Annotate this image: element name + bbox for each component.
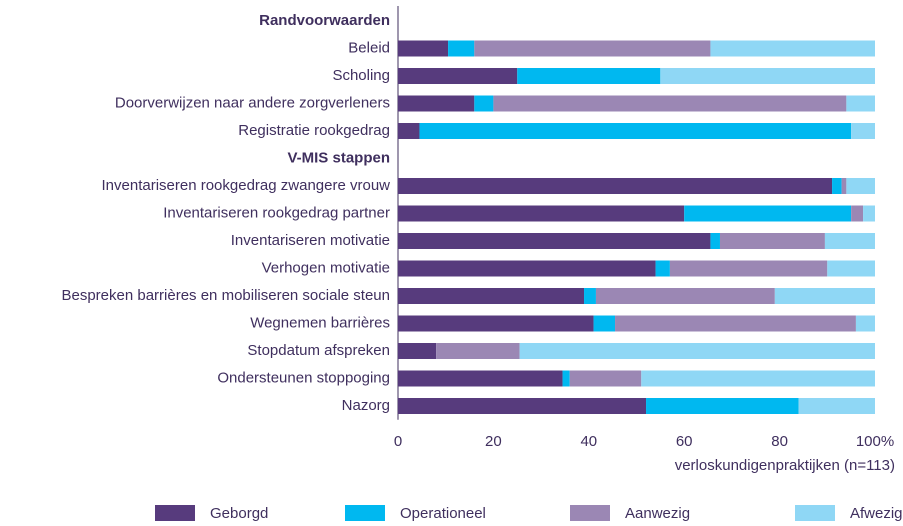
x-tick-label: 40 — [580, 433, 597, 450]
bar-segment — [398, 95, 475, 112]
bar-segment — [669, 260, 828, 277]
bar-segment — [684, 205, 852, 222]
bar-segment — [846, 95, 875, 112]
legend-label: Operationeel — [400, 505, 486, 522]
y-tick-label: Inventariseren rookgedrag partner — [163, 204, 390, 221]
y-tick-label: Bespreken barrières en mobiliseren socia… — [61, 287, 390, 304]
bar-segment — [519, 343, 875, 359]
group-header: V-MIS stappen — [287, 149, 390, 166]
bar-segment — [398, 178, 833, 194]
bar-segment — [398, 370, 563, 387]
bar-segment — [398, 315, 594, 332]
y-tick-label: Stopdatum afspreken — [247, 342, 390, 359]
y-tick-label: Wegnemen barrières — [250, 314, 390, 331]
bar-segment — [398, 233, 711, 249]
bar-segment — [398, 40, 449, 57]
bar-segment — [824, 233, 875, 249]
bar-segment — [398, 288, 585, 304]
bar-segment — [436, 343, 520, 359]
legend-label: Aanwezig — [625, 505, 690, 522]
bar-segment — [562, 370, 570, 387]
y-tick-label: Ondersteunen stoppoging — [217, 369, 390, 386]
bar-segment — [655, 260, 670, 277]
bar-segment — [660, 68, 875, 84]
bar-segment — [615, 315, 856, 332]
bar-segment — [710, 233, 720, 249]
y-tick-label: Nazorg — [342, 397, 390, 414]
bar-segment — [398, 343, 437, 359]
legend-swatch — [155, 505, 195, 521]
bar-segment — [774, 288, 875, 304]
bar-segment — [646, 398, 799, 414]
bar-segment — [448, 40, 475, 57]
legend-label: Afwezig — [850, 505, 903, 522]
x-tick-label: 80 — [771, 433, 788, 450]
legend-swatch — [345, 505, 385, 521]
bar-segment — [474, 40, 711, 57]
bar-segment — [855, 315, 875, 332]
bar-segment — [569, 370, 642, 387]
group-header: Randvoorwaarden — [259, 12, 390, 29]
bar-segment — [841, 178, 847, 194]
bar-segment — [419, 123, 852, 139]
bar-segment — [398, 398, 647, 414]
legend-swatch — [795, 505, 835, 521]
y-tick-label: Scholing — [332, 67, 390, 84]
bar-segment — [584, 288, 596, 304]
bar-segment — [517, 68, 661, 84]
bar-segment — [474, 95, 494, 112]
bar-segment — [595, 288, 775, 304]
bar-segment — [798, 398, 875, 414]
bar-segment — [593, 315, 616, 332]
x-tick-label: 20 — [485, 433, 502, 450]
y-tick-label: Registratie rookgedrag — [238, 122, 390, 139]
legend-swatch — [570, 505, 610, 521]
legend-label: Geborgd — [210, 505, 268, 522]
x-axis-label: verloskundigenpraktijken (n=113) — [675, 457, 895, 474]
bar-segment — [641, 370, 875, 387]
bar-segment — [863, 205, 875, 222]
bar-segment — [719, 233, 825, 249]
y-tick-label: Doorverwijzen naar andere zorgverleners — [115, 94, 390, 111]
bar-segment — [851, 123, 875, 139]
bar-segment — [398, 123, 420, 139]
bar-segment — [832, 178, 842, 194]
bar-segment — [851, 205, 864, 222]
x-tick-label: 100% — [856, 433, 894, 450]
bar-segment — [398, 260, 656, 277]
bar-segment — [827, 260, 875, 277]
y-tick-label: Beleid — [348, 39, 390, 56]
bar-segment — [398, 68, 518, 84]
y-tick-label: Inventariseren rookgedrag zwangere vrouw — [102, 177, 391, 194]
y-tick-label: Verhogen motivatie — [262, 259, 390, 276]
bar-segment — [493, 95, 847, 112]
bar-segment — [398, 205, 685, 222]
bar-segment — [846, 178, 875, 194]
x-tick-label: 0 — [394, 433, 402, 450]
bar-segment — [710, 40, 875, 57]
y-tick-label: Inventariseren motivatie — [231, 232, 390, 249]
x-tick-label: 60 — [676, 433, 693, 450]
